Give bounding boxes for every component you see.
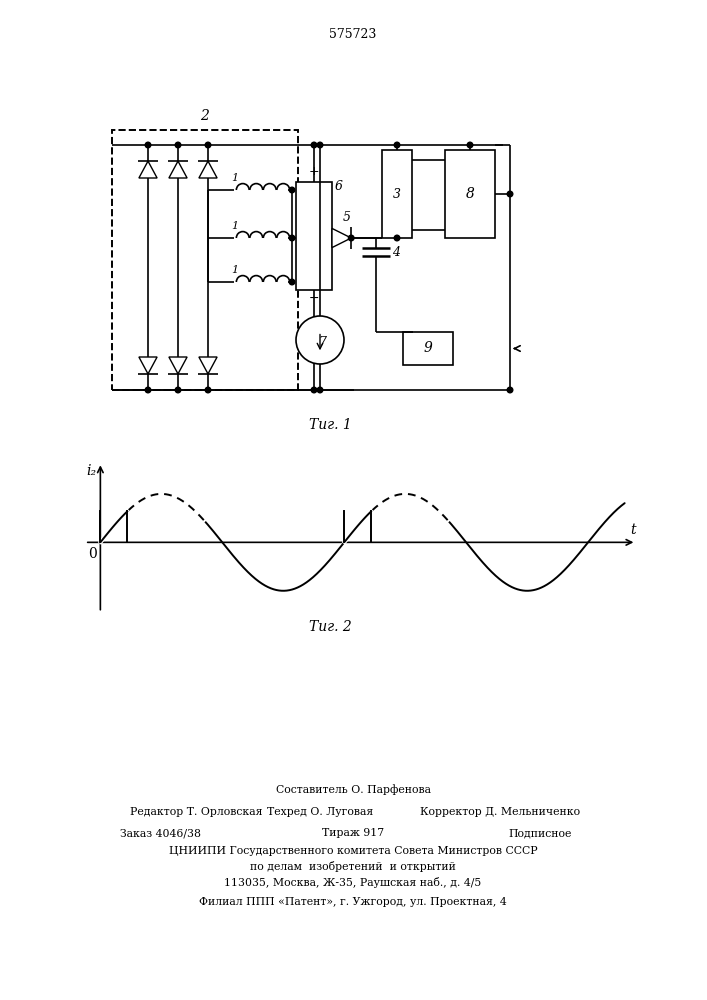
Circle shape bbox=[395, 142, 399, 148]
Text: 1: 1 bbox=[231, 173, 238, 183]
Text: i₂: i₂ bbox=[86, 464, 96, 478]
Text: Составитель О. Парфенова: Составитель О. Парфенова bbox=[276, 785, 431, 795]
Circle shape bbox=[175, 142, 181, 148]
Text: Τиг. 1: Τиг. 1 bbox=[309, 418, 351, 432]
Circle shape bbox=[507, 387, 513, 393]
Bar bbox=[112, 130, 298, 390]
Circle shape bbox=[317, 387, 323, 393]
Text: 2: 2 bbox=[201, 109, 209, 123]
Circle shape bbox=[349, 235, 354, 241]
Circle shape bbox=[205, 142, 211, 148]
Text: Филиал ППП «Патент», г. Ужгород, ул. Проектная, 4: Филиал ППП «Патент», г. Ужгород, ул. Про… bbox=[199, 897, 507, 907]
Text: Редактор Т. Орловская: Редактор Т. Орловская bbox=[130, 807, 262, 817]
Text: 5: 5 bbox=[343, 211, 351, 224]
Text: 3: 3 bbox=[393, 188, 401, 200]
Text: 4: 4 bbox=[392, 245, 400, 258]
Text: по делам  изобретений  и открытий: по делам изобретений и открытий bbox=[250, 861, 456, 872]
Circle shape bbox=[289, 235, 295, 241]
Circle shape bbox=[317, 142, 323, 148]
Polygon shape bbox=[199, 357, 217, 374]
Text: 7: 7 bbox=[318, 336, 326, 350]
Text: 0: 0 bbox=[88, 547, 98, 561]
Text: Тираж 917: Тираж 917 bbox=[322, 828, 384, 838]
Text: 8: 8 bbox=[466, 187, 474, 201]
Bar bbox=[445, 150, 495, 238]
Text: Τиг. 2: Τиг. 2 bbox=[309, 620, 351, 634]
Circle shape bbox=[507, 191, 513, 197]
Text: Корректор Д. Мельниченко: Корректор Д. Мельниченко bbox=[420, 807, 580, 817]
Bar bbox=[296, 182, 332, 290]
Circle shape bbox=[311, 142, 317, 148]
Text: Техред О. Луговая: Техред О. Луговая bbox=[267, 807, 373, 817]
Polygon shape bbox=[139, 161, 157, 178]
Text: t: t bbox=[631, 523, 636, 537]
Polygon shape bbox=[199, 161, 217, 178]
Polygon shape bbox=[169, 161, 187, 178]
Text: +: + bbox=[309, 165, 320, 178]
Circle shape bbox=[311, 387, 317, 393]
Bar bbox=[382, 150, 412, 238]
Text: Заказ 4046/38: Заказ 4046/38 bbox=[120, 828, 201, 838]
Text: Подписное: Подписное bbox=[508, 828, 572, 838]
Text: 9: 9 bbox=[423, 342, 433, 356]
Text: ЦНИИПИ Государственного комитета Совета Министров СССР: ЦНИИПИ Государственного комитета Совета … bbox=[169, 846, 537, 856]
Circle shape bbox=[395, 235, 399, 241]
Polygon shape bbox=[332, 228, 351, 248]
Text: 1: 1 bbox=[231, 265, 238, 275]
Text: 6: 6 bbox=[335, 180, 343, 194]
Circle shape bbox=[205, 387, 211, 393]
Circle shape bbox=[289, 279, 295, 285]
Text: −: − bbox=[309, 292, 320, 305]
Circle shape bbox=[289, 187, 295, 193]
Text: 575723: 575723 bbox=[329, 28, 377, 41]
Polygon shape bbox=[169, 357, 187, 374]
Text: 113035, Москва, Ж-35, Раушская наб., д. 4/5: 113035, Москва, Ж-35, Раушская наб., д. … bbox=[224, 878, 481, 888]
Circle shape bbox=[145, 387, 151, 393]
Circle shape bbox=[145, 142, 151, 148]
Circle shape bbox=[467, 142, 473, 148]
Circle shape bbox=[296, 316, 344, 364]
Polygon shape bbox=[139, 357, 157, 374]
Bar bbox=[403, 332, 453, 365]
Text: 1: 1 bbox=[231, 221, 238, 231]
Circle shape bbox=[175, 387, 181, 393]
